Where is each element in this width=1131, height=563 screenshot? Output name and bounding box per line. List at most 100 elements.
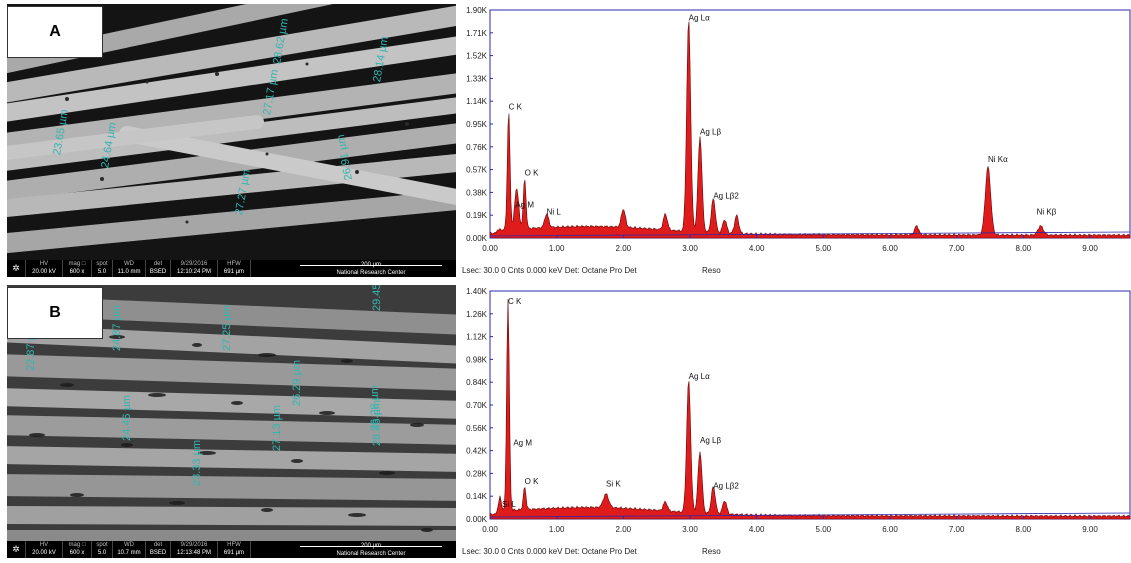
fiber-micrograph-b [7,285,456,541]
hfw-field: HFW 691 µm [218,260,251,277]
spectrum-trace [489,299,1131,520]
peak-label: Ag Lα [689,14,710,23]
background-line [489,231,1131,237]
time-value: 12:10:24 PM [176,269,212,275]
x-tick-label: 0.00 [482,525,498,534]
peak-label: Ag Lβ2 [713,482,739,491]
peak-label: C K [508,297,522,306]
sem-image-b: 22.87 µm 24.87 µm 27.25 µm 29.45 µm 24.4… [7,285,456,558]
hv-field: HV 20.00 kV [26,260,63,277]
date-header: 9/29/2016 [180,261,208,267]
y-tick-label: 0.98K [466,355,488,364]
y-tick-label: 1.90K [466,6,488,15]
wd-header: WD [124,261,134,267]
institution-label: National Research Center [336,551,406,557]
y-tick-label: 0.19K [466,211,488,220]
spot-field: spot 5.0 [92,260,113,277]
measurement-label: 24.87 µm [111,304,123,351]
peak-label: Ag M [515,201,534,210]
scale-bar: 200 µm National Research Center [292,261,450,276]
y-tick-label: 0.00K [466,234,488,243]
fiber-micrograph-a [7,4,456,260]
panel-label: B [7,287,103,339]
eds-spectrum-b: 0.00K 0.14K 0.28K 0.42K 0.56K 0.70K 0.84K 0.98K… [460,281,1131,563]
panel-b: 22.87 µm 24.87 µm 27.25 µm 29.45 µm 24.4… [0,281,1131,563]
x-tick-label: 4.00 [749,244,765,253]
wd-field: WD 10.7 mm [113,541,146,558]
wd-value: 10.7 mm [117,550,141,556]
peak-label: Ni Kβ [1037,207,1057,216]
peak-label: O K [525,169,539,178]
y-tick-label: 0.00K [466,515,488,524]
hv-field: HV 20.00 kV [26,541,63,558]
hfw-header: HFW [227,261,241,267]
peak-label: Ag Lβ [700,128,721,137]
y-tick-label: 0.42K [466,447,488,456]
spot-value: 5.0 [97,550,107,556]
measurement-label: 26.28 µm [369,384,381,431]
mag-value: 600 x [69,550,85,556]
hfw-value: 691 µm [223,550,245,556]
peak-label: C K [509,103,523,112]
x-tick-label: 3.00 [682,525,698,534]
time-value: 12:13:48 PM [176,550,212,556]
x-tick-label: 7.00 [949,525,965,534]
spectrum-trace [489,21,1131,239]
hv-value: 20.00 kV [32,269,56,275]
peak-label: Ag Lβ2 [713,192,739,201]
hfw-header: HFW [227,542,241,548]
y-tick-label: 0.38K [466,188,488,197]
det-field: det BSED [146,541,171,558]
y-tick-label: 0.70K [466,401,488,410]
sem-databar: ✲ HV 20.00 kV mag □ 600 x spot 5.0 WD 10.7 m… [7,541,456,558]
eds-chart-b: 0.00K 0.14K 0.28K 0.42K 0.56K 0.70K 0.84K 0.98K… [466,287,1131,534]
plot-frame [489,9,1131,239]
hv-header: HV [39,261,49,267]
x-tick-label: 2.00 [616,525,632,534]
fei-logo-icon: ✲ [7,260,26,277]
mag-header: mag □ [68,542,86,548]
peak-label: Si K [606,479,621,488]
x-tick-label: 5.00 [816,525,832,534]
y-tick-label: 0.56K [466,424,488,433]
sem-image-a: 28.62 µm 28.14 µm 27.17 µm 23.65 µm 24.6… [7,4,456,277]
wd-header: WD [124,542,134,548]
wd-field: WD 11.0 mm [113,260,146,277]
peak-label: Ag M [513,438,532,447]
y-tick-label: 1.14K [466,97,488,106]
y-tick-label: 1.12K [466,333,488,342]
x-tick-label: 3.00 [682,244,698,253]
mag-value: 600 x [69,269,85,275]
hfw-field: HFW 691 µm [218,541,251,558]
measurement-label: 23.33 µm [191,439,203,486]
x-tick-label: 9.00 [1082,244,1098,253]
y-tick-label: 0.57K [466,166,488,175]
measurement-label: 27.25 µm [221,304,233,351]
mag-field: mag □ 600 x [63,541,92,558]
x-tick-label: 5.00 [816,244,832,253]
panel-label: A [7,6,103,58]
x-tick-label: 1.00 [549,244,565,253]
background-line [489,512,1131,518]
measurement-label: 27.13 µm [271,404,283,451]
eds-footer: Lsec: 30.0 0 Cnts 0.000 keV Det: Octane … [462,547,721,556]
hv-value: 20.00 kV [32,550,56,556]
eds-footer-text: Lsec: 30.0 0 Cnts 0.000 keV Det: Octane … [462,266,637,275]
x-tick-label: 0.00 [482,244,498,253]
y-tick-label: 0.95K [466,120,488,129]
y-tick-label: 0.28K [466,469,488,478]
hfw-value: 691 µm [223,269,245,275]
det-value: BSED [149,550,167,556]
scale-bar-label: 200 µm [360,262,382,268]
eds-chart-a: 0.00K 0.19K 0.38K 0.57K 0.76K 0.95K 1.14K 1.33K… [466,6,1131,253]
x-tick-label: 2.00 [616,244,632,253]
scale-bar-label: 200 µm [360,543,382,549]
mag-field: mag □ 600 x [63,260,92,277]
spot-field: spot 5.0 [92,541,113,558]
spot-header: spot [96,542,108,548]
x-tick-label: 6.00 [882,525,898,534]
spot-header: spot [96,261,108,267]
peak-label: Ag Lα [689,372,710,381]
x-tick-label: 4.00 [749,525,765,534]
peak-label: Ni Kα [988,155,1008,164]
